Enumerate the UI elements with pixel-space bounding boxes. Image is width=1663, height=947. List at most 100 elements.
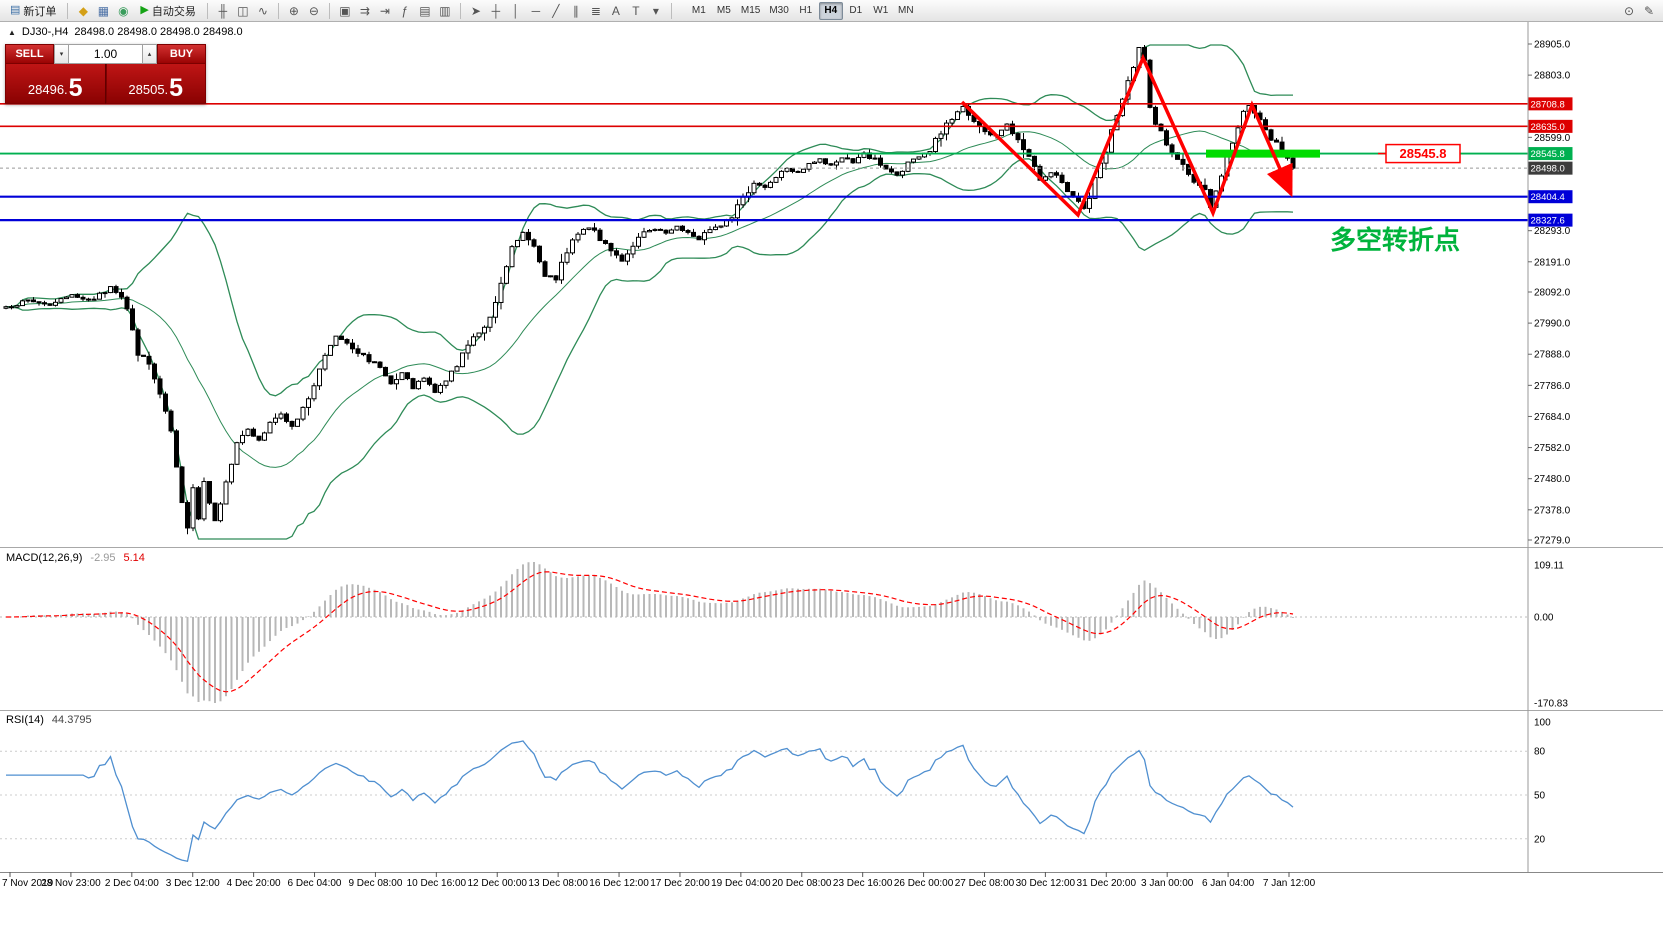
arrows-dropdown-icon[interactable]: ▾ xyxy=(652,3,659,18)
channel-icon[interactable]: ∥ xyxy=(572,3,579,18)
new-order-icon: ▤ xyxy=(10,4,21,16)
time-label: 7 Jan 12:00 xyxy=(1263,878,1316,889)
vertical-line-icon[interactable]: │ xyxy=(512,3,520,18)
help-icon[interactable]: ◉ xyxy=(118,3,129,18)
macd-name: MACD(12,26,9) xyxy=(6,552,83,564)
sell-price-button[interactable]: 28496. 5 xyxy=(5,64,106,104)
rsi-scale-label: 50 xyxy=(1534,791,1546,802)
new-order-label: 新订单 xyxy=(23,5,57,18)
toolbar-separator xyxy=(459,2,461,19)
crosshair-icon[interactable]: ┼ xyxy=(491,3,501,18)
toolbar-separator xyxy=(277,2,279,19)
toolbar-window-icons: ▣ ⇉ ⇥ ƒ ▤ ▥ xyxy=(335,2,455,20)
svg-text:28905.0: 28905.0 xyxy=(1534,40,1571,51)
timeframe-h4-button[interactable]: H4 xyxy=(818,1,843,20)
price-tag-box[interactable] xyxy=(1385,143,1461,164)
chart-symbol-header: ▲ DJ30-,H4 28498.0 28498.0 28498.0 28498… xyxy=(8,26,243,38)
svg-text:27279.0: 27279.0 xyxy=(1534,536,1571,547)
time-label: 13 Dec 08:00 xyxy=(528,878,588,889)
time-label: 27 Dec 08:00 xyxy=(955,878,1015,889)
time-label: 7 Nov 2019 xyxy=(2,878,54,889)
timeframe-m1-button[interactable]: M1 xyxy=(691,5,706,16)
label-icon[interactable]: T xyxy=(632,3,640,18)
price-tag-text: 28545.8 xyxy=(1400,146,1447,161)
time-label: 31 Dec 20:00 xyxy=(1077,878,1137,889)
cursor-icon[interactable]: ➤ xyxy=(470,3,481,18)
charts-icon[interactable]: ▦ xyxy=(97,3,110,18)
text-icon[interactable]: A xyxy=(611,3,620,18)
svg-text:28635.0: 28635.0 xyxy=(1531,122,1565,133)
toolbar-right-icons: ⊙ ✎ xyxy=(1619,2,1659,20)
svg-text:28498.0: 28498.0 xyxy=(1531,164,1565,175)
history-icon[interactable]: ◆ xyxy=(78,3,89,18)
templates-icon[interactable]: ▥ xyxy=(439,3,451,18)
time-label: 28 Nov 23:00 xyxy=(41,878,101,889)
rsi-line xyxy=(6,740,1294,862)
price-scale[interactable]: 28905.0 28803.0 28599.0 28293.0 28191.0 28092… xyxy=(1528,40,1573,846)
zoom-out-icon[interactable]: ⊖ xyxy=(308,3,319,18)
bollinger-middle-band xyxy=(5,130,1294,468)
toolbar-zoom-icons: ⊕ ⊖ xyxy=(284,2,324,20)
toolbar-separator xyxy=(67,2,69,19)
timeframe-mn-button[interactable]: MN xyxy=(898,5,914,16)
trendline-icon[interactable]: ╱ xyxy=(552,3,560,18)
compose-icon[interactable]: ✎ xyxy=(1643,3,1655,18)
svg-text:27888.0: 27888.0 xyxy=(1534,350,1571,361)
bar-chart-icon[interactable]: ╫ xyxy=(218,3,228,18)
autotrading-label: 自动交易 xyxy=(151,5,196,18)
buy-button[interactable]: BUY xyxy=(157,44,206,64)
periods-icon[interactable]: ▤ xyxy=(419,3,431,18)
macd-scale-label: 0.00 xyxy=(1534,612,1554,623)
buy-price-button[interactable]: 28505. 5 xyxy=(105,64,206,104)
rsi-indicator-label: RSI(14) 44.3795 xyxy=(6,714,92,726)
timeframe-m5-button[interactable]: M5 xyxy=(716,5,731,16)
bollinger-lower-band xyxy=(5,158,1294,540)
macd-signal-value: 5.14 xyxy=(123,552,145,564)
trend-zigzag-annotation[interactable] xyxy=(960,53,1293,219)
timeframe-w1-button[interactable]: W1 xyxy=(873,5,889,16)
auto-scroll-icon[interactable]: ⇉ xyxy=(359,3,370,18)
timeframe-m30-button[interactable]: M30 xyxy=(769,5,789,16)
chart-canvas[interactable]: 28545.8 多空转折点 28905.0 28803.0 28599.0 28293.0… xyxy=(0,22,1663,947)
timeframe-toolbar: M1 M5 M15 M30 H1 H4 D1 W1 MN xyxy=(687,1,918,20)
line-chart-icon[interactable]: ∿ xyxy=(257,3,268,18)
main-toolbar: ▤ 新订单 ◆ ▦ ◉ ▶ 自动交易 ╫ ◫ ∿ ⊕ ⊖ ▣ ⇉ ⇥ ƒ ▤ ▥ ➤ ┼ │ ─ ╱ ∥ ≣ A T… xyxy=(0,0,1663,22)
macd-indicator-label: MACD(12,26,9) -2.95 5.14 xyxy=(6,552,145,564)
chart-area[interactable]: 28545.8 多空转折点 28905.0 28803.0 28599.0 28293.0… xyxy=(0,22,1663,947)
timeframe-d1-button[interactable]: D1 xyxy=(849,5,863,16)
chart-marker-icon: ▲ xyxy=(8,27,16,37)
new-order-button[interactable]: ▤ 新订单 xyxy=(4,2,62,20)
search-icon[interactable]: ⊙ xyxy=(1623,3,1635,18)
sell-button[interactable]: SELL xyxy=(5,44,54,64)
svg-text:27786.0: 27786.0 xyxy=(1534,381,1571,392)
autotrading-button[interactable]: ▶ 自动交易 xyxy=(134,2,201,20)
timeframe-m15-button[interactable]: M15 xyxy=(740,5,761,16)
turning-point-note[interactable]: 多空转折点 xyxy=(1330,225,1460,255)
toolbar-separator xyxy=(670,2,672,19)
zoom-in-icon[interactable]: ⊕ xyxy=(288,3,299,18)
macd-histogram xyxy=(10,562,1294,703)
lot-size-input[interactable] xyxy=(69,44,142,64)
macd-signal-line xyxy=(6,571,1294,693)
candlestick-chart-icon[interactable]: ◫ xyxy=(237,3,249,18)
time-label: 17 Dec 20:00 xyxy=(650,878,710,889)
tile-windows-icon[interactable]: ▣ xyxy=(339,3,351,18)
horizontal-line-icon[interactable]: ─ xyxy=(531,3,541,18)
sell-price-pips: 5 xyxy=(68,74,83,102)
timeframe-h1-button[interactable]: H1 xyxy=(799,5,813,16)
time-label: 20 Dec 08:00 xyxy=(772,878,832,889)
macd-value: -2.95 xyxy=(90,552,116,564)
buy-price-main: 28505. xyxy=(128,82,169,98)
lot-decrease-button[interactable]: ▾ xyxy=(54,44,69,64)
time-label: 26 Dec 00:00 xyxy=(894,878,954,889)
indicators-icon[interactable]: ƒ xyxy=(401,3,409,18)
time-label: 10 Dec 16:00 xyxy=(407,878,467,889)
time-label: 9 Dec 08:00 xyxy=(348,878,402,889)
rsi-value: 44.3795 xyxy=(51,714,92,726)
toolbar-chart-type-icons: ╫ ◫ ∿ xyxy=(213,2,273,20)
fibonacci-icon[interactable]: ≣ xyxy=(590,3,601,18)
svg-text:28404.4: 28404.4 xyxy=(1531,192,1565,203)
chart-shift-icon[interactable]: ⇥ xyxy=(379,3,390,18)
lot-increase-button[interactable]: ▴ xyxy=(142,44,157,64)
